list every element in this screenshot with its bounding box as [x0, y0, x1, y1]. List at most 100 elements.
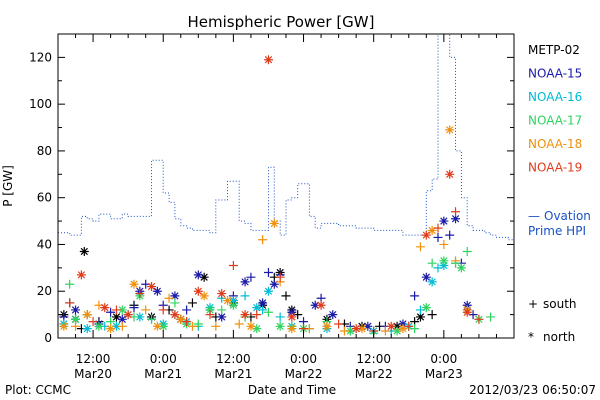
point-metp-02-11: [187, 298, 197, 308]
point-noaa-18-29: [439, 239, 449, 249]
chart-title: Hemispheric Power [GW]: [188, 13, 375, 31]
point-noaa-18-4: [106, 324, 116, 334]
point-metp-02-28: [415, 312, 425, 322]
point-noaa-16-2: [82, 324, 92, 334]
point-noaa-16-4: [111, 321, 121, 331]
point-noaa-17-12: [193, 319, 203, 329]
point-noaa-19-22: [334, 319, 344, 329]
point-noaa-19-10: [182, 317, 192, 327]
point-noaa-18-17: [258, 235, 268, 245]
point-noaa-18-5: [117, 321, 127, 331]
legend-marker-symbol-0: +: [528, 297, 538, 311]
point-noaa-17-31: [456, 263, 466, 273]
point-noaa-17-28: [427, 258, 437, 268]
x-tick-time-1: 0:00: [150, 352, 177, 366]
ovation-layer: [58, 33, 514, 241]
point-noaa-17-19: [275, 321, 285, 331]
point-noaa-18-1: [71, 321, 81, 331]
point-noaa-18-31: [451, 256, 461, 266]
point-noaa-19-14: [228, 261, 238, 271]
point-noaa-18-24: [357, 324, 367, 334]
y-tick-label-1: 20: [37, 284, 52, 298]
point-noaa-19-28: [433, 223, 443, 233]
point-noaa-15-32: [410, 291, 420, 301]
point-noaa-19-31: [462, 307, 472, 317]
point-noaa-18-8: [152, 321, 162, 331]
point-noaa-19-23: [351, 324, 361, 334]
legend-noaa-19: NOAA-19: [528, 161, 582, 175]
point-noaa-17-5: [117, 305, 127, 315]
point-noaa-19-21: [316, 300, 326, 310]
point-noaa-16-17: [258, 305, 268, 315]
point-noaa-17-17: [252, 324, 262, 334]
point-noaa-17-1: [71, 314, 81, 324]
point-noaa-19-32: [474, 314, 484, 324]
point-noaa-18-26: [398, 324, 408, 334]
y-tick-label-6: 120: [29, 50, 52, 64]
point-noaa-19-18: [275, 272, 285, 282]
point-noaa-15-19: [258, 298, 268, 308]
point-noaa-16-6: [135, 312, 145, 322]
point-noaa-19-7: [147, 282, 157, 292]
point-noaa-17-34: [486, 312, 496, 322]
point-noaa-17-3: [94, 321, 104, 331]
point-noaa-18-11: [187, 321, 197, 331]
point-noaa-18-28: [427, 225, 437, 235]
footer-plot-credit: Plot: CCMC: [5, 383, 71, 397]
point-noaa-15-1: [71, 305, 81, 315]
y-tick-label-5: 100: [29, 97, 52, 111]
point-noaa-18-22: [322, 321, 332, 331]
point-noaa-15-9: [152, 286, 162, 296]
legend-marker-symbol-1: *: [528, 330, 534, 344]
point-noaa-17-9: [158, 321, 168, 331]
point-metp-02-26: [392, 321, 402, 331]
point-noaa-19-30: [451, 207, 461, 217]
point-noaa-19-17: [263, 55, 273, 65]
point-noaa-15-25: [310, 300, 320, 310]
point-metp-02-19: [281, 291, 291, 301]
point-noaa-19-1: [76, 270, 86, 280]
point-noaa-15-37: [451, 214, 461, 224]
x-tick-time-2: 12:00: [216, 352, 251, 366]
point-noaa-18-6: [129, 279, 139, 289]
point-noaa-17-23: [345, 326, 355, 336]
point-noaa-19-16: [252, 310, 262, 320]
point-noaa-19-11: [193, 286, 203, 296]
ovation-prime-hpi-line: [58, 33, 514, 241]
point-noaa-15-21: [269, 279, 279, 289]
point-noaa-18-15: [234, 319, 244, 329]
point-noaa-15-31: [398, 319, 408, 329]
point-noaa-18-16: [246, 321, 256, 331]
point-noaa-17-0: [65, 279, 75, 289]
point-noaa-19-13: [217, 289, 227, 299]
x-tick-date-4: Mar22: [355, 367, 393, 381]
point-noaa-17-18: [263, 307, 273, 317]
point-noaa-18-2: [82, 310, 92, 320]
point-noaa-19-4: [111, 305, 121, 315]
legend-noaa-18: NOAA-18: [528, 137, 582, 151]
point-noaa-19-15: [240, 310, 250, 320]
point-noaa-16-19: [275, 312, 285, 322]
x-tick-date-0: Mar20: [74, 367, 112, 381]
point-noaa-19-9: [170, 310, 180, 320]
point-noaa-15-23: [287, 307, 297, 317]
point-noaa-18-7: [141, 305, 151, 315]
point-noaa-15-4: [106, 307, 116, 317]
x-tick-date-5: Mar23: [425, 367, 463, 381]
point-noaa-15-17: [240, 277, 250, 287]
legend-metp-02: METP-02: [528, 43, 580, 57]
point-noaa-15-35: [439, 216, 449, 226]
point-noaa-16-28: [427, 277, 437, 287]
point-noaa-19-12: [205, 310, 215, 320]
point-noaa-17-26: [410, 324, 420, 334]
point-noaa-18-10: [176, 314, 186, 324]
x-tick-time-0: 12:00: [76, 352, 111, 366]
point-noaa-15-5: [117, 314, 127, 324]
legend-noaa-16: NOAA-16: [528, 90, 582, 104]
point-noaa-15-6: [129, 303, 139, 313]
point-metp-02-29: [427, 310, 437, 320]
legend-ovation-name-2: Prime HPI: [528, 224, 586, 238]
point-noaa-17-10: [170, 298, 180, 308]
points-layer: [59, 55, 496, 338]
y-tick-label-2: 40: [37, 237, 52, 251]
